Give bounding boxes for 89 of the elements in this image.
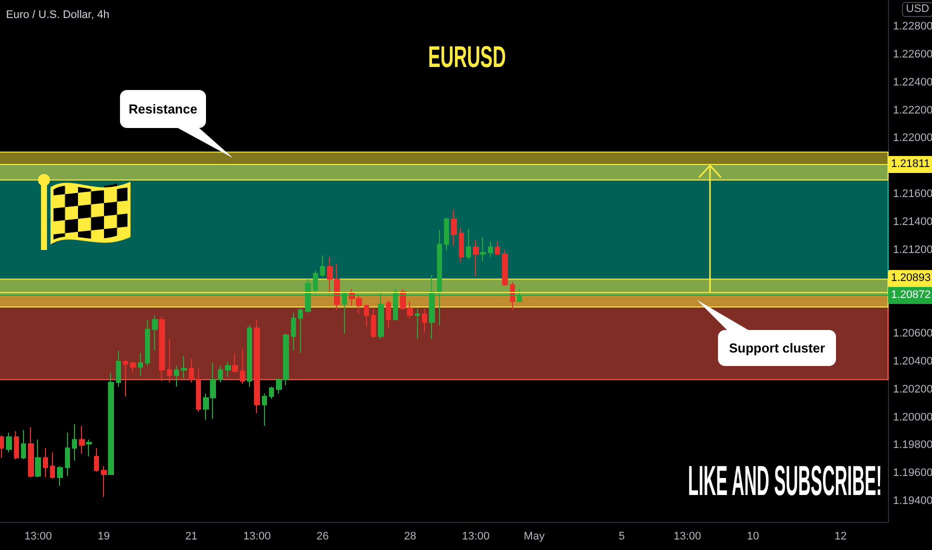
candlestick (50, 452, 55, 480)
candlestick (422, 308, 427, 333)
candlestick (466, 228, 471, 260)
y-tick-label: 1.22600 (893, 48, 932, 60)
candlestick (43, 448, 48, 478)
candlestick (145, 319, 150, 366)
annotation: LIKE AND SUBSCRIBE! (688, 457, 882, 504)
candlestick (386, 300, 391, 328)
y-tick-label: 1.20400 (893, 355, 932, 368)
candlestick (495, 240, 500, 256)
ref-line-label: 1.21811 (888, 156, 932, 174)
x-tick-label: 13:00 (243, 530, 271, 542)
candlestick (28, 426, 34, 478)
candlestick (240, 348, 245, 384)
y-tick-label: 1.20000 (893, 411, 932, 424)
candlestick (159, 316, 165, 382)
candlestick (72, 424, 77, 462)
candlestick (167, 338, 172, 383)
candlestick (298, 308, 303, 354)
candlestick (480, 236, 486, 262)
candlestick (57, 466, 63, 486)
candlestick (21, 429, 26, 460)
candlestick (108, 372, 114, 476)
candlestick (254, 319, 260, 414)
candlestick (35, 439, 41, 478)
x-tick-label: 5 (618, 530, 625, 542)
candlestick (262, 393, 267, 426)
candlestick (14, 430, 19, 460)
y-tick-label: 1.19400 (893, 495, 932, 508)
candlestick (174, 365, 179, 388)
candlestick (79, 425, 85, 454)
x-tick-label: 13:00 (462, 530, 490, 542)
candlestick (218, 365, 223, 383)
candlestick (473, 240, 479, 277)
ref-line-label: 1.20872 (888, 287, 932, 304)
x-tick-label: 13:00 (24, 530, 52, 542)
y-tick-label: 1.21400 (893, 216, 932, 228)
x-tick-label: 19 (98, 530, 110, 542)
candlestick (101, 466, 107, 498)
candlestick (65, 432, 70, 476)
candlestick (269, 386, 274, 400)
x-tick-label: 21 (185, 530, 198, 542)
candlestick (291, 312, 296, 351)
candlestick (152, 314, 158, 351)
candlestick (488, 240, 493, 258)
candlestick (181, 355, 187, 379)
y-tick-label: 1.22400 (893, 76, 932, 88)
candlestick (444, 217, 449, 250)
x-tick-label: 13:00 (674, 530, 702, 542)
candlestick (6, 432, 12, 453)
y-tick-label: 1.20200 (893, 383, 932, 396)
candlestick (415, 308, 420, 340)
candlestick (320, 254, 325, 277)
y-tick-label: 1.21200 (893, 244, 932, 256)
candlestick (459, 227, 464, 263)
y-tick-label: 1.21600 (893, 188, 932, 200)
candlestick (86, 439, 92, 457)
candlestick (94, 448, 99, 472)
candlestick (451, 208, 457, 246)
candlestick (116, 350, 121, 388)
x-tick-label: 28 (404, 530, 416, 542)
y-tick-label: 1.22000 (893, 132, 932, 144)
candlestick (371, 308, 376, 338)
x-tick-label: May (524, 530, 546, 542)
y-tick-label: 1.19600 (893, 467, 932, 480)
candlestick (247, 324, 252, 388)
candlestick (189, 358, 194, 383)
annotation: Resistance (128, 102, 198, 116)
candlestick (502, 249, 508, 287)
x-tick-label: 12 (834, 530, 847, 542)
candlestick (0, 434, 4, 458)
text: Euro / U.S. Dollar, 4h (6, 9, 110, 21)
candlestick (130, 360, 136, 374)
annotation: Support cluster (728, 340, 826, 356)
candlestick (196, 368, 201, 412)
candlestick (225, 360, 231, 378)
text: EURUSD (428, 41, 506, 74)
y-tick-label: 1.19800 (893, 439, 932, 452)
x-tick-label: 10 (746, 530, 760, 542)
candlestick (232, 352, 238, 374)
y-axis-title: USD (902, 2, 932, 17)
y-tick-label: 1.20600 (893, 328, 932, 340)
candlestick (138, 352, 143, 376)
y-tick-label: 1.22200 (893, 104, 932, 116)
candlestick (364, 304, 369, 328)
y-tick-label: 1.22800 (893, 20, 932, 33)
ref-line-label: 1.20893 (888, 270, 932, 288)
candlestick (123, 360, 128, 397)
x-tick-label: 26 (316, 530, 329, 542)
